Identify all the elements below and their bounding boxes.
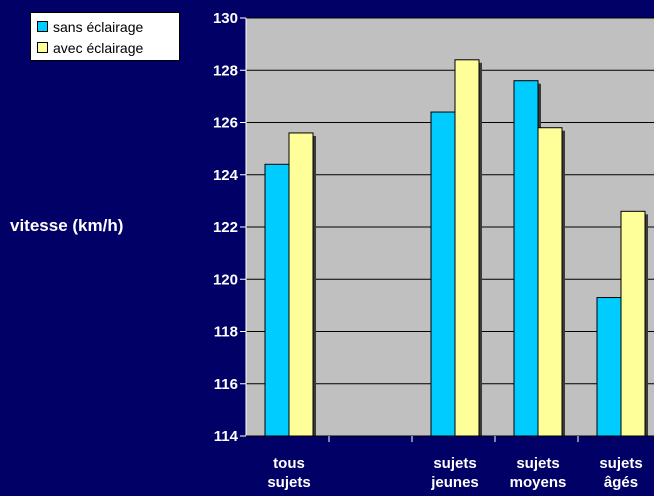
- legend-item-series-1: sans éclairage: [37, 16, 179, 37]
- bar-sans-eclairage: [264, 163, 290, 437]
- y-axis-label: vitesse (km/h): [10, 216, 124, 235]
- bar-avec-eclairage: [288, 132, 314, 437]
- x-category-label: sujets moyens: [510, 455, 567, 491]
- legend-label-series-2: avec éclairage: [53, 39, 144, 56]
- bar-avec-eclairage: [537, 127, 563, 437]
- y-tick-label: 122: [213, 219, 238, 236]
- y-tick-label: 124: [213, 167, 239, 184]
- legend-item-series-2: avec éclairage: [37, 37, 179, 58]
- y-tick-label: 128: [213, 62, 238, 79]
- bar-sans-eclairage: [596, 297, 622, 437]
- legend-swatch-series-2: [37, 42, 48, 53]
- y-tick-label: 126: [213, 115, 238, 132]
- x-category-label: sujets âgés: [599, 455, 642, 491]
- y-tick-label: 120: [213, 271, 238, 288]
- y-tick-label: 130: [213, 10, 238, 27]
- y-tick-label: 114: [214, 428, 239, 445]
- bar-sans-eclairage: [513, 80, 539, 437]
- y-tick-label: 116: [214, 376, 238, 393]
- y-tick-label: 118: [214, 324, 238, 341]
- bar-avec-eclairage: [454, 59, 480, 437]
- legend-label-series-1: sans éclairage: [53, 18, 144, 35]
- x-category-label: sujets jeunes: [430, 455, 479, 491]
- bar-avec-eclairage: [620, 210, 646, 437]
- legend-swatch-series-1: [37, 21, 48, 32]
- bar-sans-eclairage: [430, 111, 456, 437]
- x-category-label: tous sujets: [267, 455, 310, 491]
- legend: sans éclairage avec éclairage: [30, 12, 180, 61]
